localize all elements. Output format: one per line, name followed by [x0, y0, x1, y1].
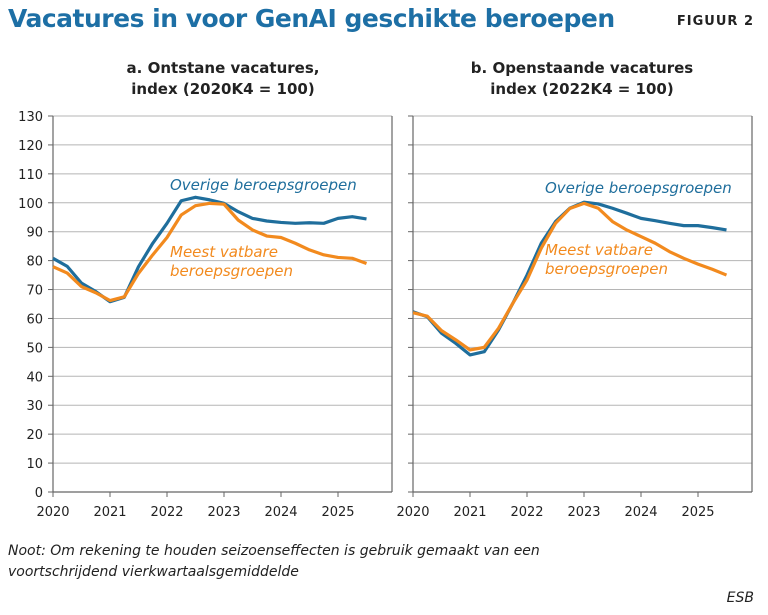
y-tick-label: 70 — [26, 284, 43, 299]
x-tick-label: 2021 — [93, 505, 126, 520]
y-tick-label: 20 — [26, 428, 43, 443]
series-label: Overige beroepsgroepen — [170, 176, 357, 194]
x-tick-label: 2020 — [36, 505, 69, 520]
y-tick-label: 100 — [18, 197, 43, 212]
x-tick-label: 2024 — [264, 505, 297, 520]
figure-label: FIGUUR 2 — [676, 14, 754, 29]
x-tick-label: 2020 — [396, 505, 429, 520]
series-label: Meest vatbare — [170, 243, 278, 261]
y-tick-label: 10 — [26, 457, 43, 472]
series-label: Meest vatbare — [545, 241, 653, 259]
x-tick-label: 2021 — [453, 505, 486, 520]
panel-a-title-line2: index (2020K4 = 100) — [131, 80, 315, 98]
note-line2: voortschrijdend vierkwartaalsgemiddelde — [8, 564, 299, 580]
y-tick-label: 0 — [35, 486, 43, 501]
note-line1: Noot: Om rekening te houden seizoenseffe… — [8, 543, 540, 559]
panel-a-title-line1: a. Ontstane vacatures, — [126, 59, 320, 77]
y-tick-label: 40 — [26, 370, 43, 385]
y-tick-label: 110 — [18, 168, 43, 183]
y-tick-label: 50 — [26, 341, 43, 356]
x-tick-label: 2025 — [321, 505, 354, 520]
x-tick-label: 2022 — [510, 505, 543, 520]
source-label: ESB — [726, 590, 754, 606]
series-label: Overige beroepsgroepen — [545, 179, 732, 197]
x-tick-label: 2024 — [624, 505, 657, 520]
panel-b-title-line1: b. Openstaande vacatures — [470, 59, 694, 77]
y-tick-label: 60 — [26, 312, 43, 327]
y-tick-label: 90 — [26, 226, 43, 241]
panel-b-title-line2: index (2022K4 = 100) — [490, 80, 674, 98]
series-line-overige — [412, 200, 727, 357]
panel-b-title: b. Openstaande vacatures index (2022K4 =… — [417, 58, 747, 100]
x-tick-label: 2022 — [150, 505, 183, 520]
y-tick-label: 80 — [26, 255, 43, 270]
panel-a-title: a. Ontstane vacatures, index (2020K4 = 1… — [58, 58, 388, 100]
y-tick-label: 130 — [18, 110, 43, 125]
series-label: beroepsgroepen — [170, 262, 293, 280]
page-title: Vacatures in voor GenAI geschikte beroep… — [8, 4, 615, 33]
x-tick-label: 2023 — [207, 505, 240, 520]
y-tick-label: 30 — [26, 399, 43, 414]
note: Noot: Om rekening te houden seizoenseffe… — [8, 541, 540, 583]
series-label: beroepsgroepen — [545, 260, 668, 278]
x-tick-label: 2025 — [681, 505, 714, 520]
x-tick-label: 2023 — [567, 505, 600, 520]
y-tick-label: 120 — [18, 139, 43, 154]
